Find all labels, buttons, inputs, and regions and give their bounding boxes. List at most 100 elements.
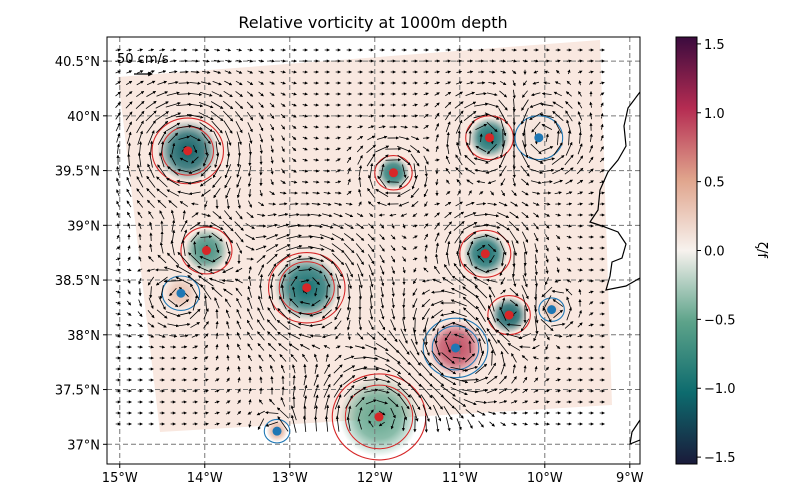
velocity-arrow [192,294,198,311]
velocity-arrow [412,114,419,118]
velocity-arrow [420,394,432,411]
velocity-arrow [353,366,368,372]
velocity-arrow [198,275,214,287]
velocity-arrow [127,278,131,284]
x-tick-label: 13°W [272,471,308,486]
velocity-arrow [157,199,167,209]
velocity-arrow [200,189,211,197]
velocity-arrow [335,180,342,184]
velocity-arrow [410,153,420,167]
velocity-arrow [157,130,167,145]
velocity-arrow [136,70,144,74]
velocity-arrow [158,59,166,63]
velocity-arrow [357,135,364,141]
velocity-arrow [126,131,132,144]
eddy-contour [514,115,564,161]
velocity-arrow [279,202,288,206]
velocity-arrow [159,241,164,254]
velocity-arrow [127,142,131,156]
velocity-arrow [246,212,254,219]
velocity-arrow [434,112,440,120]
velocity-arrow [385,385,401,397]
velocity-arrow [270,167,274,175]
eddy-center-marker [485,133,495,143]
velocity-arrow [279,354,287,362]
velocity-arrow [270,134,274,142]
velocity-arrow [390,255,396,263]
velocity-arrow [175,265,192,275]
velocity-arrow [147,322,155,328]
velocity-arrow [410,338,420,356]
velocity-arrow [290,353,298,362]
velocity-arrow [171,142,176,155]
velocity-arrow [390,419,395,430]
velocity-arrow [302,353,308,362]
velocity-arrow [203,400,209,404]
velocity-arrow [247,319,253,330]
colorbar-ticks: 1.5 1.0 0.5 0.0 −0.5 −1.0 −1.5 [697,38,736,466]
velocity-arrow [269,92,275,96]
velocity-arrow [237,343,241,351]
velocity-arrow [267,307,277,321]
velocity-arrow [534,293,538,313]
chart-title: Relative vorticity at 1000m depth [238,13,507,32]
velocity-arrow [137,311,143,318]
velocity-arrow [523,365,527,373]
velocity-arrow [420,350,432,367]
x-tick-label: 9°W [616,471,644,486]
velocity-arrow [212,211,222,219]
velocity-arrow [178,322,191,327]
velocity-arrow [321,223,334,229]
velocity-arrow [159,345,166,349]
velocity-arrow [257,213,266,217]
velocity-arrow [166,91,180,96]
velocity-arrow [276,407,289,419]
velocity-arrow [401,405,408,421]
velocity-arrow [236,153,241,168]
velocity-arrow [375,189,389,197]
velocity-arrow [204,142,209,156]
velocity-arrow [313,373,319,386]
y-axis: 37°N 37.5°N 38°N 38.5°N 39°N 39.5°N 40°N 40.5°N [55,55,107,453]
y-tick-label: 40°N [67,110,100,125]
velocity-arrow [190,70,200,74]
velocity-arrow [332,223,344,229]
velocity-arrow [303,384,308,397]
velocity-arrow [224,210,233,220]
velocity-arrow [423,81,429,85]
velocity-arrow [237,365,241,372]
eddy-contour [465,115,514,161]
velocity-arrow [126,70,133,74]
velocity-arrow [257,342,265,351]
velocity-arrow [363,377,380,382]
velocity-arrow [346,146,352,152]
velocity-arrow [323,383,331,398]
eddy-center-marker [504,310,514,320]
velocity-arrow [402,164,407,179]
velocity-arrow [192,378,198,382]
velocity-arrow [310,213,322,217]
velocity-arrow [358,406,363,419]
colorbar-tick-label: −1.5 [704,451,736,466]
velocity-arrow [136,90,145,97]
velocity-arrow [275,244,291,252]
velocity-arrow [181,356,187,360]
velocity-arrow [126,323,132,327]
velocity-arrow [269,283,274,300]
x-tick-label: 14°W [187,471,223,486]
velocity-arrow [259,376,263,384]
velocity-arrow [226,141,231,158]
velocity-arrow [323,373,331,386]
velocity-arrow [149,286,153,299]
y-tick-label: 37.5°N [55,384,100,399]
velocity-arrow [413,163,418,180]
velocity-arrow [311,299,321,307]
velocity-arrow [358,165,363,177]
velocity-arrow [248,275,252,286]
velocity-arrows [115,48,605,433]
velocity-arrow [419,383,433,399]
velocity-arrow [224,70,232,74]
velocity-arrow [276,233,291,240]
velocity-arrow [138,233,142,241]
